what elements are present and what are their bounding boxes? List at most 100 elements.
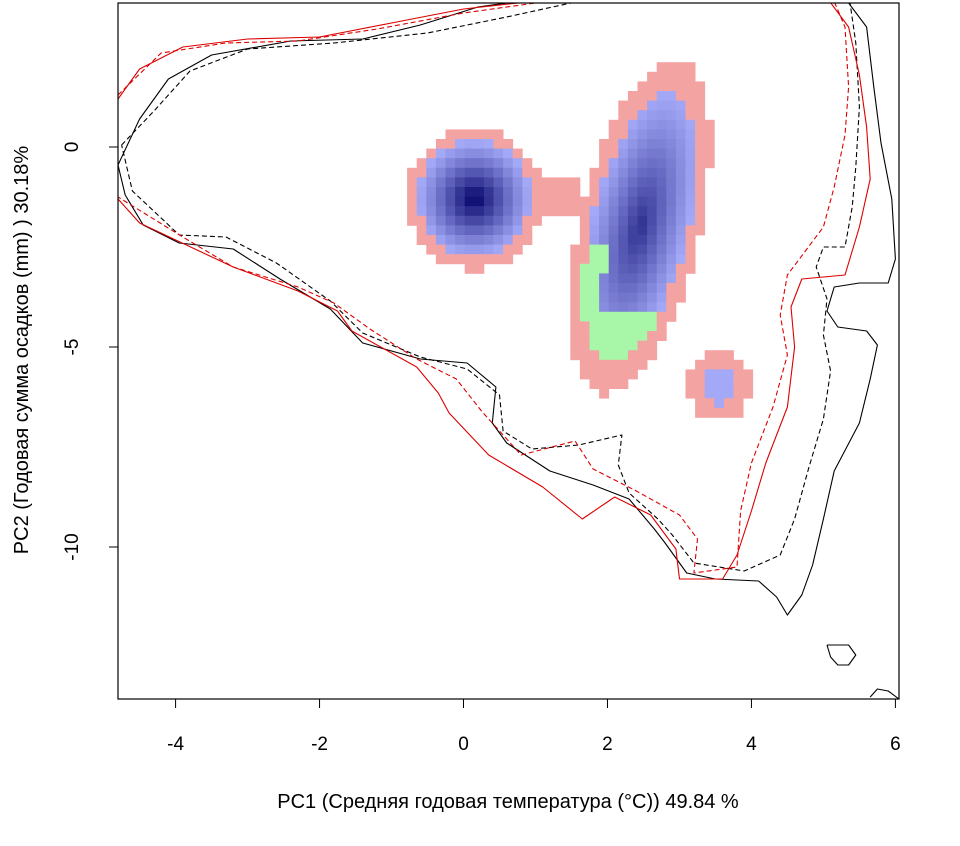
density-cell [695, 388, 706, 399]
density-cell [445, 225, 456, 236]
density-cell [656, 244, 667, 255]
density-cell [618, 110, 629, 121]
density-cell [618, 254, 629, 265]
density-cell [589, 273, 600, 284]
contour-line-4 [118, 3, 850, 574]
density-cell [704, 369, 715, 380]
density-cell [426, 167, 437, 178]
density-cell [464, 148, 475, 159]
density-cell [599, 139, 610, 149]
density-cell [483, 187, 494, 197]
density-cell [666, 273, 677, 284]
density-cell [512, 177, 523, 188]
density-cell [464, 139, 475, 149]
density-cell [685, 254, 696, 265]
density-cell [637, 254, 648, 265]
density-cell [589, 350, 600, 361]
density-cell [608, 148, 619, 159]
density-cell [512, 167, 523, 178]
density-cell [608, 273, 619, 284]
density-cell [589, 206, 600, 217]
density-cell [714, 359, 725, 370]
density-cell [531, 215, 542, 226]
density-cell [599, 196, 610, 207]
density-cell [666, 263, 677, 274]
density-cell [589, 244, 600, 255]
density-cell [608, 119, 619, 130]
density-cell [560, 196, 571, 207]
density-cell [647, 119, 658, 130]
density-cell [685, 215, 696, 226]
density-cell [503, 196, 514, 207]
density-cell [589, 302, 600, 313]
density-cell [455, 235, 466, 245]
density-cell [531, 177, 542, 188]
density-cell [503, 139, 514, 149]
density-cell [608, 331, 619, 341]
density-cell [685, 129, 696, 140]
density-cell [416, 167, 427, 178]
density-cell [637, 215, 648, 226]
density-cell [474, 206, 485, 217]
density-cell [589, 187, 600, 197]
density-cell [675, 119, 686, 130]
density-cell [695, 177, 706, 188]
density-cell [512, 187, 523, 197]
density-cell [455, 158, 466, 169]
density-cell [579, 206, 590, 217]
density-cell [666, 254, 677, 265]
density-cell [627, 129, 638, 140]
density-cell [685, 379, 696, 389]
density-cell [464, 167, 475, 178]
density-cell [503, 177, 514, 188]
density-cell [560, 177, 571, 188]
density-cell [531, 196, 542, 207]
density-cell [599, 379, 610, 389]
density-cell [599, 321, 610, 332]
density-cell [435, 187, 446, 197]
density-cell [483, 215, 494, 226]
density-cell [570, 331, 581, 341]
density-cell [474, 196, 485, 207]
density-cell [579, 331, 590, 341]
density-cell [455, 129, 466, 140]
density-cell [647, 215, 658, 226]
density-cell [675, 187, 686, 197]
density-cell [666, 283, 677, 293]
density-cell [723, 369, 734, 380]
density-cell [695, 359, 706, 370]
density-cell [733, 379, 744, 389]
density-cell [579, 311, 590, 322]
density-cell [435, 206, 446, 217]
density-cell [445, 187, 456, 197]
density-cell [579, 273, 590, 284]
density-cell [656, 254, 667, 265]
density-cell [455, 148, 466, 159]
density-cell [435, 225, 446, 236]
density-cell [647, 71, 658, 82]
density-cell [704, 158, 715, 169]
density-cell [407, 196, 418, 207]
density-cell [599, 311, 610, 322]
contour-line-5 [826, 644, 857, 666]
density-cell [483, 235, 494, 245]
density-cell [666, 167, 677, 178]
density-cell [493, 148, 504, 159]
density-cell [647, 148, 658, 159]
density-cell [685, 187, 696, 197]
density-cell [474, 244, 485, 255]
density-cell [618, 359, 629, 370]
density-cell [407, 167, 418, 178]
density-cell [608, 340, 619, 351]
density-cell [570, 177, 581, 188]
density-cell [474, 129, 485, 140]
density-cell [455, 187, 466, 197]
density-cell [733, 407, 744, 418]
density-cell [675, 100, 686, 111]
y-axis: 0 -5 -10 [62, 142, 119, 561]
density-cell [618, 340, 629, 351]
density-cell [618, 379, 629, 389]
density-cell [589, 311, 600, 322]
density-cell [618, 119, 629, 130]
density-cell [627, 148, 638, 159]
